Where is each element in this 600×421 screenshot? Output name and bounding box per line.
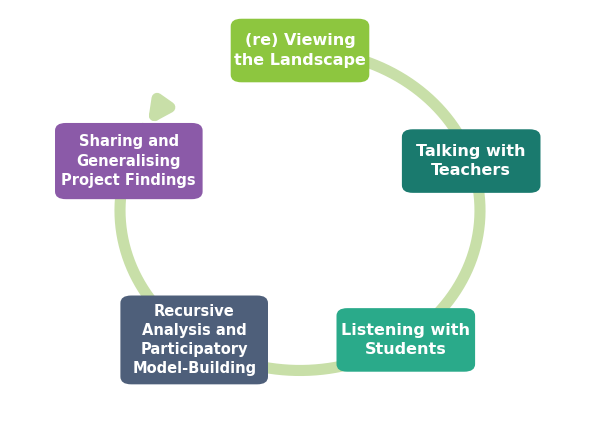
FancyBboxPatch shape [121,296,268,384]
Text: (re) Viewing
the Landscape: (re) Viewing the Landscape [234,33,366,68]
FancyBboxPatch shape [402,129,541,193]
Text: Recursive
Analysis and
Participatory
Model-Building: Recursive Analysis and Participatory Mod… [132,304,256,376]
FancyBboxPatch shape [337,308,475,372]
Text: Listening with
Students: Listening with Students [341,323,470,357]
Text: Talking with
Teachers: Talking with Teachers [416,144,526,178]
FancyBboxPatch shape [55,123,203,199]
Text: Sharing and
Generalising
Project Findings: Sharing and Generalising Project Finding… [61,134,196,188]
FancyBboxPatch shape [230,19,369,83]
